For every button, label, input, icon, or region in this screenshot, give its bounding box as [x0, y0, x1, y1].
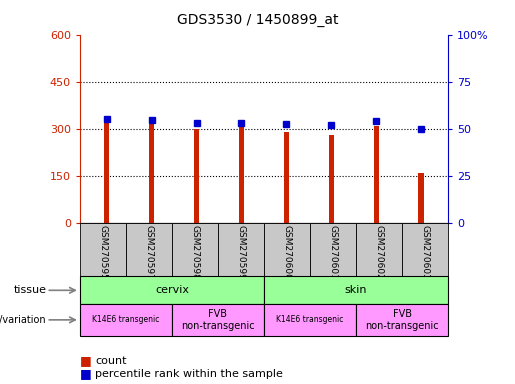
Bar — [418, 172, 424, 223]
Bar — [149, 124, 154, 223]
Text: FVB
non-transgenic: FVB non-transgenic — [181, 309, 255, 331]
Bar — [356, 304, 448, 336]
Bar — [172, 304, 264, 336]
Text: GSM270599: GSM270599 — [236, 225, 246, 280]
Bar — [80, 304, 172, 336]
Bar — [264, 223, 310, 276]
Text: genotype/variation: genotype/variation — [0, 315, 46, 325]
Text: GSM270597: GSM270597 — [144, 225, 153, 280]
Text: GSM270603: GSM270603 — [421, 225, 430, 280]
Text: FVB
non-transgenic: FVB non-transgenic — [365, 309, 439, 331]
Text: tissue: tissue — [13, 285, 46, 295]
Bar — [310, 223, 356, 276]
Bar — [356, 223, 402, 276]
Bar — [80, 223, 126, 276]
Text: GSM270602: GSM270602 — [374, 225, 384, 280]
Text: GSM270595: GSM270595 — [98, 225, 107, 280]
Bar — [329, 135, 334, 223]
Bar — [194, 129, 199, 223]
Bar — [284, 132, 289, 223]
Text: GSM270598: GSM270598 — [191, 225, 199, 280]
Text: K14E6 transgenic: K14E6 transgenic — [276, 315, 344, 324]
Text: count: count — [95, 356, 127, 366]
Text: percentile rank within the sample: percentile rank within the sample — [95, 369, 283, 379]
Text: ■: ■ — [80, 354, 92, 367]
Bar — [373, 126, 379, 223]
Text: GDS3530 / 1450899_at: GDS3530 / 1450899_at — [177, 13, 338, 27]
Bar — [264, 304, 356, 336]
Bar — [264, 276, 448, 304]
Bar — [402, 223, 448, 276]
Text: K14E6 transgenic: K14E6 transgenic — [92, 315, 160, 324]
Text: ■: ■ — [80, 367, 92, 381]
Bar — [218, 223, 264, 276]
Bar — [104, 121, 110, 223]
Bar — [80, 276, 264, 304]
Text: GSM270601: GSM270601 — [329, 225, 337, 280]
Text: cervix: cervix — [155, 285, 189, 295]
Bar — [172, 223, 218, 276]
Text: GSM270600: GSM270600 — [282, 225, 291, 280]
Bar — [239, 126, 244, 223]
Text: skin: skin — [345, 285, 367, 295]
Bar — [126, 223, 172, 276]
